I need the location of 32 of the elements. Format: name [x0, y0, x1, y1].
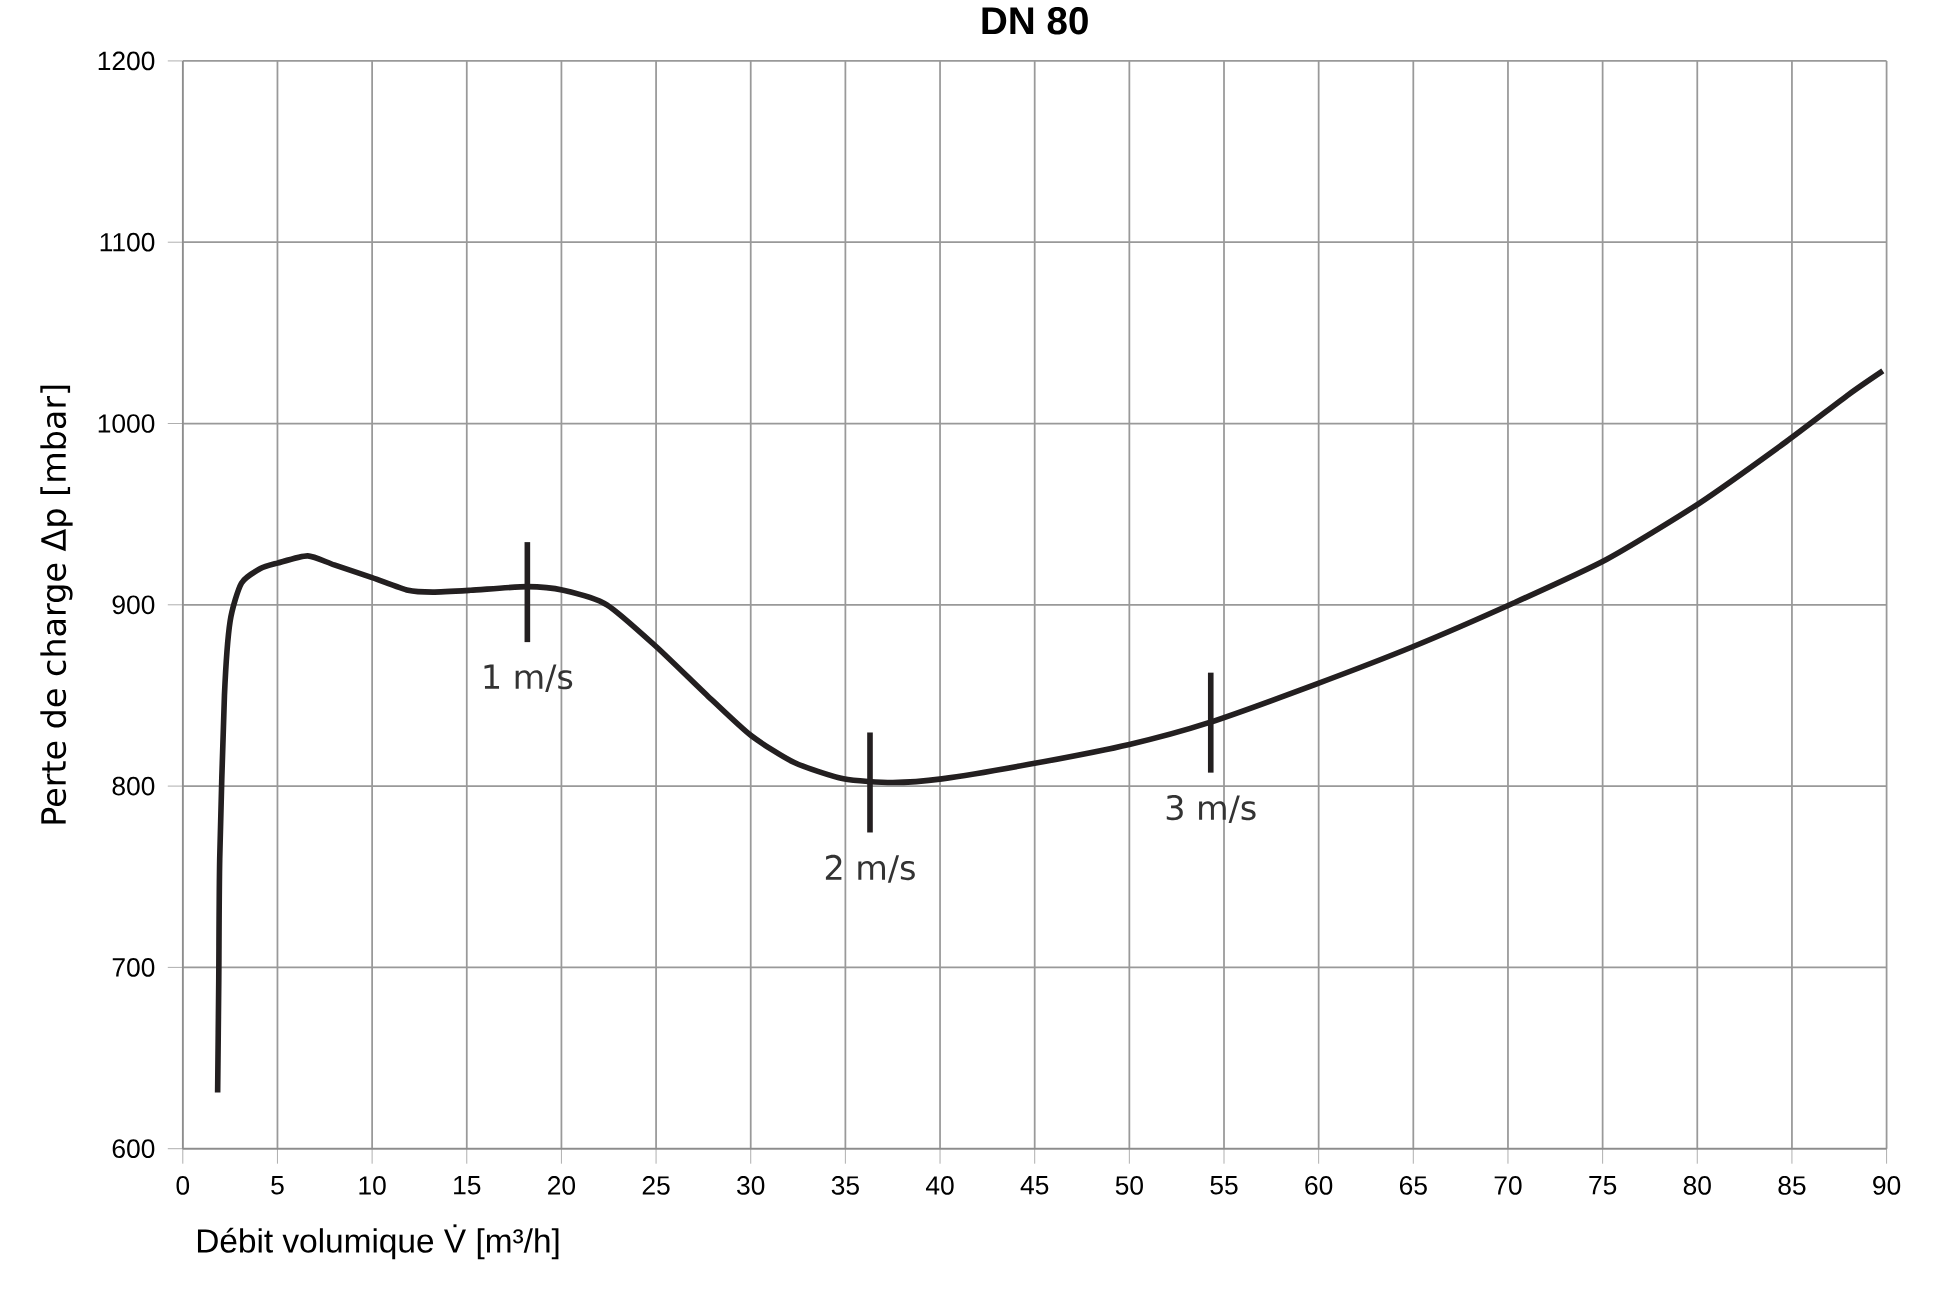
x-tick-label: 80	[1683, 1176, 1711, 1195]
x-axis-title: Débit volumique V̇ [m³/h]	[197, 1224, 559, 1260]
x-tick-label: 10	[359, 1176, 386, 1195]
y-axis-title: Perte de charge Δp [mbar]	[40, 385, 73, 824]
y-tick-label: 1000	[98, 414, 155, 433]
x-tick-label: 75	[1589, 1176, 1617, 1195]
x-tick-label: 55	[1210, 1176, 1238, 1195]
x-tick-label: 85	[1778, 1176, 1806, 1195]
x-tick-label: 50	[1115, 1176, 1143, 1195]
x-tick-label: 90	[1873, 1176, 1901, 1195]
y-tick-label: 800	[112, 776, 155, 796]
annotation: 2 m/s	[825, 854, 915, 883]
x-tick-label: 65	[1399, 1176, 1427, 1195]
y-tick-label: 700	[112, 958, 155, 977]
x-tick-label: 20	[548, 1176, 576, 1195]
annotation: 1 m/s	[484, 664, 573, 692]
x-tick-label: 0	[176, 1176, 190, 1195]
x-tick-label: 15	[454, 1176, 481, 1195]
chart-title: DN 80	[982, 7, 1088, 35]
y-tick-label: 1200	[98, 51, 155, 71]
y-tick-label: 1100	[100, 232, 155, 252]
x-tick-label: 40	[925, 1176, 954, 1195]
annotation: 3 m/s	[1166, 795, 1256, 823]
y-tick-label: 600	[112, 1139, 155, 1159]
x-tick-label: 30	[737, 1176, 765, 1195]
x-tick-label: 70	[1494, 1176, 1522, 1195]
x-tick-label: 25	[642, 1176, 670, 1195]
y-tick-label: 900	[112, 595, 155, 615]
x-tick-label: 45	[1020, 1176, 1049, 1195]
x-tick-label: 5	[271, 1176, 284, 1195]
x-tick-label: 60	[1305, 1176, 1333, 1195]
x-tick-label: 35	[831, 1176, 859, 1195]
